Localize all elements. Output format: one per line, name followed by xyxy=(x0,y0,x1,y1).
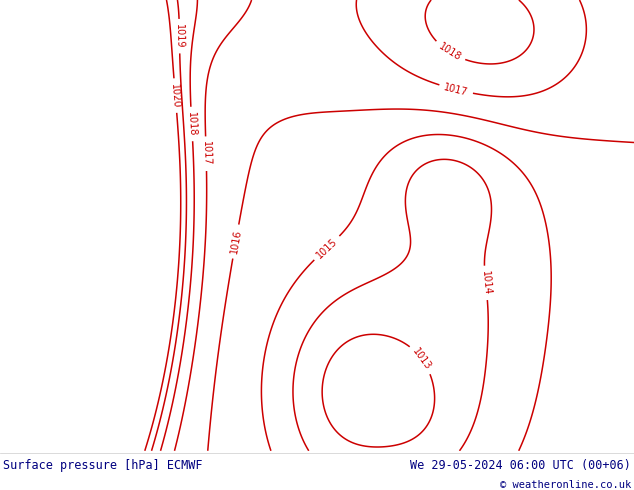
Text: 1015: 1015 xyxy=(314,236,339,260)
Text: We 29-05-2024 06:00 UTC (00+06): We 29-05-2024 06:00 UTC (00+06) xyxy=(410,459,631,472)
Text: 1014: 1014 xyxy=(479,270,492,295)
Text: 1018: 1018 xyxy=(186,112,197,137)
Text: 1019: 1019 xyxy=(174,24,184,49)
Text: Surface pressure [hPa] ECMWF: Surface pressure [hPa] ECMWF xyxy=(3,459,203,472)
Text: © weatheronline.co.uk: © weatheronline.co.uk xyxy=(500,480,631,490)
Text: 1016: 1016 xyxy=(229,229,243,254)
Text: 1017: 1017 xyxy=(443,82,469,98)
Text: 1020: 1020 xyxy=(169,83,181,108)
Text: 1018: 1018 xyxy=(437,41,463,63)
Text: 1017: 1017 xyxy=(201,141,212,166)
Text: 1013: 1013 xyxy=(410,346,433,372)
